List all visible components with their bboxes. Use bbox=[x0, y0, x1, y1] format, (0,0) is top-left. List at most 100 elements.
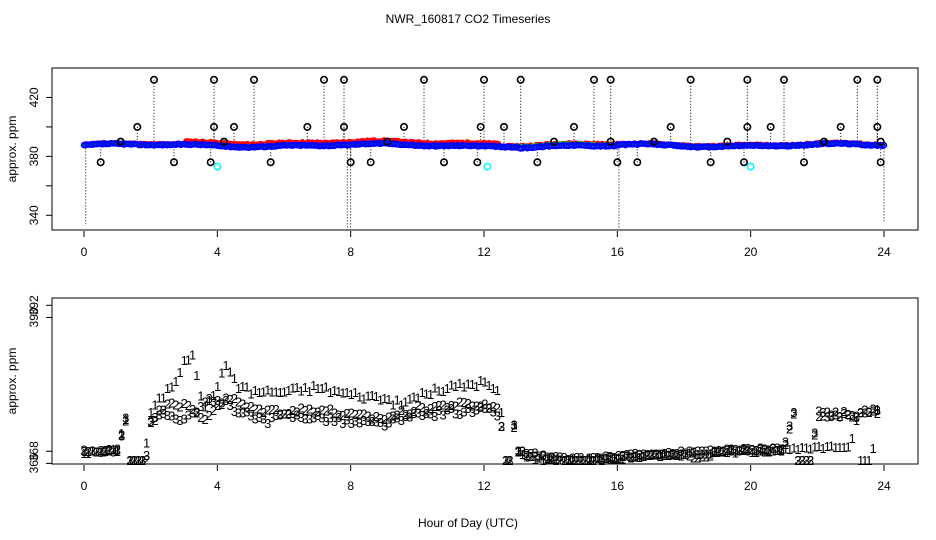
series-3-point: 3 bbox=[168, 408, 175, 423]
series-1-point: 1 bbox=[210, 388, 217, 403]
series-3-point: 3 bbox=[552, 449, 559, 464]
series-1-point: 1 bbox=[673, 448, 680, 463]
series-1-point: 1 bbox=[406, 391, 413, 406]
series-2-point: 2 bbox=[828, 407, 835, 422]
series-3-point: 3 bbox=[707, 443, 714, 458]
series-3-point: 3 bbox=[627, 447, 634, 462]
series-2-point: 2 bbox=[147, 415, 154, 430]
series-2-point: 2 bbox=[444, 400, 451, 415]
top-y-axis: 340 380 420 bbox=[27, 87, 52, 225]
bottom-y-axis-label: approx. ppm bbox=[5, 348, 19, 415]
series-1-point: 1 bbox=[686, 446, 693, 461]
series-2-point: 2 bbox=[786, 422, 793, 437]
x-tick-label: 24 bbox=[877, 245, 891, 259]
bottom-panel: 1111111111111111111111111111111111111111… bbox=[5, 295, 919, 493]
series-1-point: 1 bbox=[293, 380, 300, 395]
series-1-point: 1 bbox=[811, 440, 818, 455]
series-2-point: 2 bbox=[536, 450, 543, 465]
series-2-point: 2 bbox=[260, 405, 267, 420]
series-1-point: 1 bbox=[815, 439, 822, 454]
series-3-point: 3 bbox=[581, 453, 588, 468]
series-1-point: 1 bbox=[298, 384, 305, 399]
series-1-point: 1 bbox=[711, 444, 718, 459]
series-1-point: 1 bbox=[510, 417, 517, 432]
series-2-point: 2 bbox=[598, 452, 605, 467]
spike-marker bbox=[210, 75, 219, 84]
series-1-point: 1 bbox=[573, 453, 580, 468]
series-1-point: 1 bbox=[193, 368, 200, 383]
x-tick-label: 20 bbox=[744, 245, 758, 259]
series-1-point: 1 bbox=[661, 446, 668, 461]
series-3-point: 3 bbox=[381, 419, 388, 434]
series-3-point: 3 bbox=[740, 441, 747, 456]
series-2-point: 2 bbox=[715, 443, 722, 458]
series-1-point: 1 bbox=[360, 391, 367, 406]
series-1-point: 1 bbox=[118, 426, 125, 441]
spike-marker bbox=[319, 75, 328, 84]
series-3-point: 3 bbox=[690, 445, 697, 460]
series-2-point: 2 bbox=[510, 420, 517, 435]
series-1-point: 1 bbox=[694, 447, 701, 462]
series-3-point: 3 bbox=[139, 453, 146, 468]
series-1-point: 1 bbox=[636, 450, 643, 465]
series-2-point: 2 bbox=[239, 396, 246, 411]
series-3-point: 3 bbox=[222, 393, 229, 408]
series-2-point: 2 bbox=[402, 407, 409, 422]
series-1-point: 1 bbox=[870, 441, 877, 456]
series-3-point: 3 bbox=[377, 415, 384, 430]
series-1-point: 1 bbox=[606, 452, 613, 467]
series-1-point: 1 bbox=[632, 450, 639, 465]
series-2-point: 2 bbox=[373, 409, 380, 424]
series-1-point: 1 bbox=[690, 445, 697, 460]
series-1-point: 1 bbox=[101, 444, 108, 459]
series-3-point: 3 bbox=[385, 416, 392, 431]
series-1-point: 1 bbox=[389, 398, 396, 413]
series-2-point: 2 bbox=[807, 453, 814, 468]
series-2-point: 2 bbox=[723, 443, 730, 458]
spike-marker bbox=[439, 158, 448, 167]
series-2-point: 2 bbox=[619, 449, 626, 464]
series-1-point: 1 bbox=[498, 405, 505, 420]
series-1-point: 1 bbox=[803, 440, 810, 455]
series-2-point: 2 bbox=[306, 401, 313, 416]
series-3-point: 3 bbox=[110, 444, 117, 459]
series-3-point: 3 bbox=[673, 446, 680, 461]
series-2-point: 2 bbox=[736, 443, 743, 458]
series-3-point: 3 bbox=[594, 450, 601, 465]
series-3-point: 3 bbox=[181, 412, 188, 427]
series-2-point: 2 bbox=[302, 403, 309, 418]
series-2-point: 2 bbox=[381, 412, 388, 427]
series-2-point: 2 bbox=[523, 448, 530, 463]
series-3-point: 3 bbox=[89, 443, 96, 458]
series-2-point: 2 bbox=[85, 444, 92, 459]
series-2-point: 2 bbox=[815, 409, 822, 424]
series-2-point: 2 bbox=[586, 453, 593, 468]
series-3-point: 3 bbox=[765, 443, 772, 458]
series-1-point: 1 bbox=[302, 380, 309, 395]
series-3-point: 3 bbox=[782, 435, 789, 450]
series-3-point: 3 bbox=[214, 393, 221, 408]
series-3-point: 3 bbox=[786, 419, 793, 434]
series-1-point: 1 bbox=[456, 376, 463, 391]
series-3-point: 3 bbox=[252, 411, 259, 426]
series-3-point: 3 bbox=[632, 446, 639, 461]
series-3-point: 3 bbox=[293, 407, 300, 422]
series-1-point: 1 bbox=[619, 451, 626, 466]
series-1-point: 1 bbox=[460, 379, 467, 394]
series-3-point: 3 bbox=[147, 414, 154, 429]
series-3-point: 3 bbox=[156, 408, 163, 423]
series-3-point: 3 bbox=[682, 445, 689, 460]
series-2-point: 2 bbox=[824, 405, 831, 420]
series-3-point: 3 bbox=[448, 401, 455, 416]
series-1-point: 1 bbox=[168, 380, 175, 395]
series-3-point: 3 bbox=[874, 403, 881, 418]
series-2-point: 2 bbox=[790, 406, 797, 421]
spike-marker bbox=[150, 75, 159, 84]
spike-marker bbox=[613, 158, 622, 167]
series-2-point: 2 bbox=[385, 409, 392, 424]
series-1-point: 1 bbox=[527, 449, 534, 464]
series-3-point: 3 bbox=[586, 451, 593, 466]
series-1-point: 1 bbox=[665, 448, 672, 463]
spike-marker bbox=[419, 75, 428, 84]
series-3-point: 3 bbox=[277, 408, 284, 423]
